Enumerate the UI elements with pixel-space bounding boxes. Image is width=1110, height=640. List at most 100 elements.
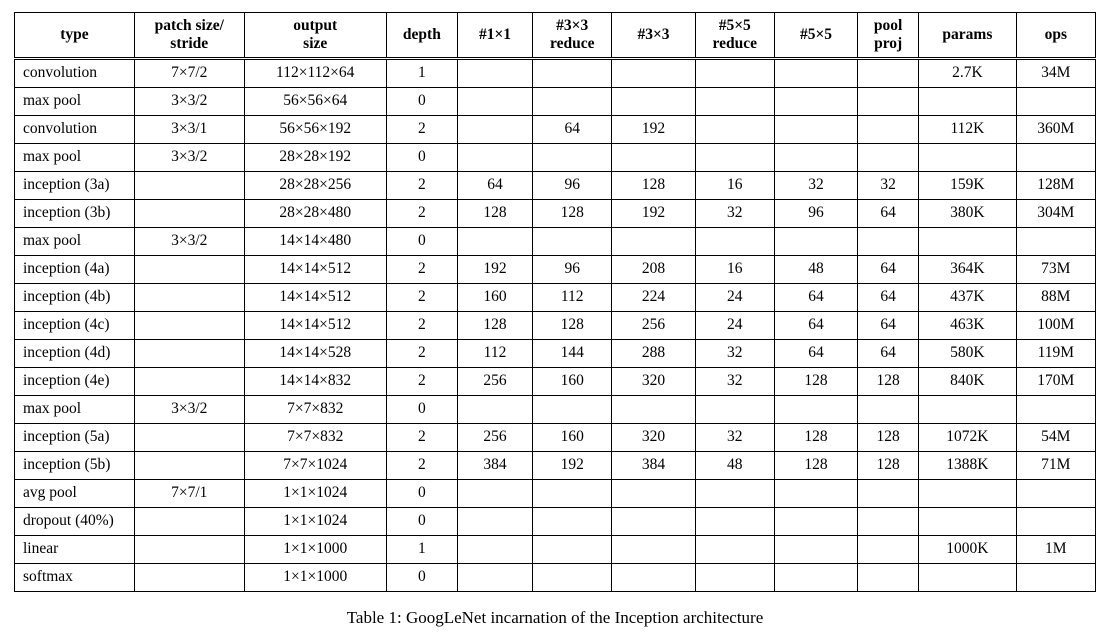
data-cell — [774, 507, 857, 535]
data-cell — [457, 535, 532, 563]
table-row: max pool3×3/228×28×1920 — [15, 143, 1096, 171]
data-cell — [858, 507, 919, 535]
data-cell: 128 — [457, 199, 532, 227]
data-cell — [858, 58, 919, 87]
data-cell: 128 — [774, 451, 857, 479]
data-cell: 14×14×512 — [244, 255, 386, 283]
data-cell — [457, 395, 532, 423]
table-head: typepatch size/strideoutputsizedepth#1×1… — [15, 13, 1096, 59]
data-cell: 2 — [386, 171, 457, 199]
header-cell: #1×1 — [457, 13, 532, 59]
data-cell — [612, 58, 695, 87]
data-cell — [134, 507, 244, 535]
data-cell: 1 — [386, 535, 457, 563]
header-cell: outputsize — [244, 13, 386, 59]
data-cell: 1 — [386, 58, 457, 87]
type-cell: inception (3b) — [15, 199, 135, 227]
data-cell: 2 — [386, 451, 457, 479]
data-cell — [695, 115, 774, 143]
data-cell — [457, 143, 532, 171]
data-cell — [1016, 227, 1095, 255]
data-cell: 0 — [386, 395, 457, 423]
data-cell — [774, 395, 857, 423]
data-cell — [533, 563, 612, 591]
data-cell: 64 — [858, 255, 919, 283]
data-cell — [134, 199, 244, 227]
data-cell: 112×112×64 — [244, 58, 386, 87]
data-cell — [1016, 563, 1095, 591]
type-cell: inception (4b) — [15, 283, 135, 311]
type-cell: inception (3a) — [15, 171, 135, 199]
data-cell — [457, 479, 532, 507]
table-row: linear1×1×100011000K1M — [15, 535, 1096, 563]
data-cell: 1000K — [919, 535, 1017, 563]
type-cell: max pool — [15, 395, 135, 423]
header-cell: poolproj — [858, 13, 919, 59]
data-cell — [858, 395, 919, 423]
data-cell: 1M — [1016, 535, 1095, 563]
data-cell — [695, 563, 774, 591]
table-row: inception (4e)14×14×83222561603203212812… — [15, 367, 1096, 395]
data-cell — [134, 563, 244, 591]
header-row: typepatch size/strideoutputsizedepth#1×1… — [15, 13, 1096, 59]
data-cell: 24 — [695, 311, 774, 339]
data-cell: 3×3/1 — [134, 115, 244, 143]
data-cell — [774, 535, 857, 563]
type-cell: inception (4e) — [15, 367, 135, 395]
data-cell: 7×7×832 — [244, 423, 386, 451]
data-cell: 160 — [533, 367, 612, 395]
data-cell: 48 — [774, 255, 857, 283]
data-cell — [695, 227, 774, 255]
table-row: softmax1×1×10000 — [15, 563, 1096, 591]
data-cell: 64 — [858, 199, 919, 227]
type-cell: inception (5b) — [15, 451, 135, 479]
data-cell — [919, 143, 1017, 171]
data-cell: 128M — [1016, 171, 1095, 199]
data-cell: 1072K — [919, 423, 1017, 451]
data-cell — [919, 87, 1017, 115]
table-row: convolution3×3/156×56×192264192112K360M — [15, 115, 1096, 143]
data-cell: 73M — [1016, 255, 1095, 283]
data-cell: 96 — [533, 255, 612, 283]
data-cell — [457, 58, 532, 87]
data-cell — [695, 143, 774, 171]
type-cell: inception (4c) — [15, 311, 135, 339]
table-row: max pool3×3/214×14×4800 — [15, 227, 1096, 255]
data-cell: 384 — [612, 451, 695, 479]
data-cell: 208 — [612, 255, 695, 283]
data-cell: 128 — [858, 367, 919, 395]
data-cell: 100M — [1016, 311, 1095, 339]
table-row: inception (4b)14×14×51221601122242464644… — [15, 283, 1096, 311]
data-cell — [134, 451, 244, 479]
data-cell: 128 — [533, 199, 612, 227]
data-cell — [533, 87, 612, 115]
data-cell — [612, 227, 695, 255]
data-cell: 96 — [533, 171, 612, 199]
data-cell: 32 — [774, 171, 857, 199]
data-cell: 64 — [774, 339, 857, 367]
data-cell — [1016, 87, 1095, 115]
type-cell: inception (4a) — [15, 255, 135, 283]
type-cell: avg pool — [15, 479, 135, 507]
data-cell: 32 — [695, 199, 774, 227]
data-cell: 64 — [774, 311, 857, 339]
data-cell: 364K — [919, 255, 1017, 283]
data-cell — [774, 479, 857, 507]
data-cell: 128 — [774, 423, 857, 451]
data-cell: 2 — [386, 423, 457, 451]
type-cell: dropout (40%) — [15, 507, 135, 535]
data-cell: 3×3/2 — [134, 143, 244, 171]
data-cell: 128 — [858, 423, 919, 451]
data-cell — [919, 507, 1017, 535]
header-cell: #3×3reduce — [533, 13, 612, 59]
data-cell: 0 — [386, 227, 457, 255]
data-cell: 128 — [533, 311, 612, 339]
data-cell — [134, 339, 244, 367]
data-cell: 1×1×1024 — [244, 479, 386, 507]
data-cell: 24 — [695, 283, 774, 311]
data-cell — [533, 507, 612, 535]
data-cell: 2 — [386, 339, 457, 367]
data-cell — [134, 171, 244, 199]
data-cell: 56×56×192 — [244, 115, 386, 143]
data-cell: 64 — [457, 171, 532, 199]
